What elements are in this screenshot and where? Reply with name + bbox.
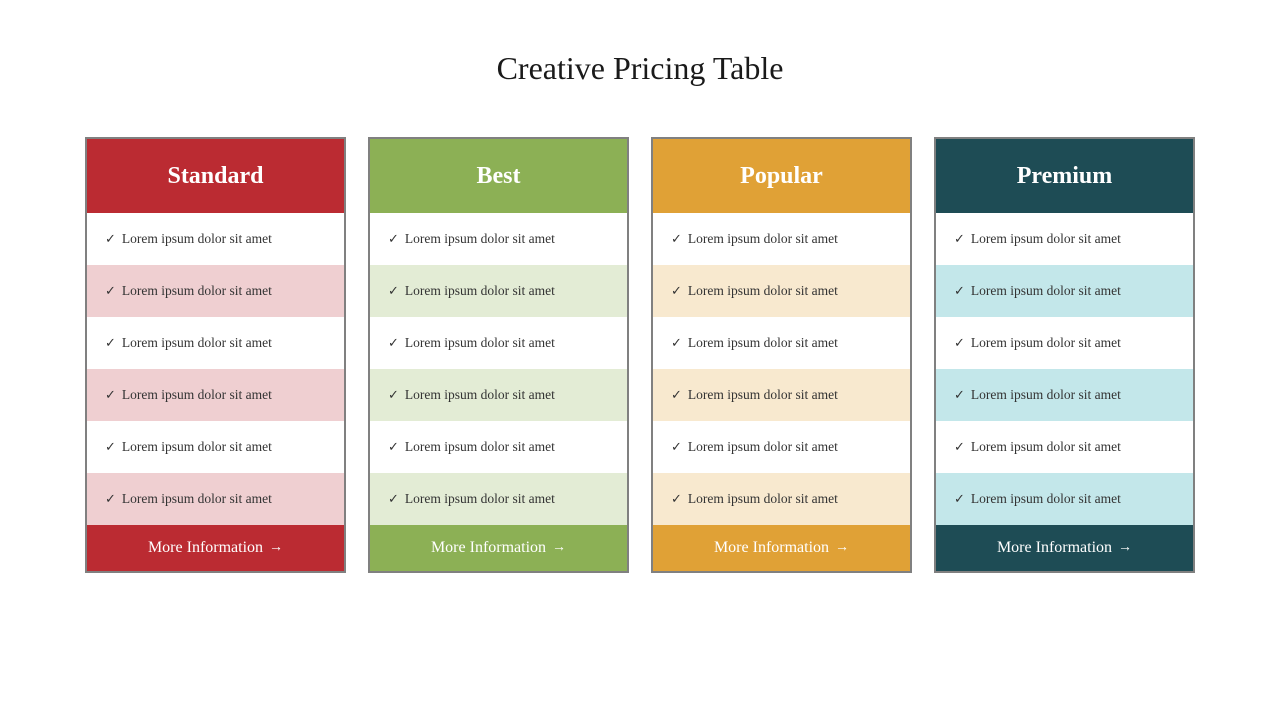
feature-text: Lorem ipsum dolor sit amet: [971, 439, 1121, 455]
feature-text: Lorem ipsum dolor sit amet: [405, 283, 555, 299]
feature-row: ✓ Lorem ipsum dolor sit amet: [87, 213, 344, 265]
check-icon: ✓: [388, 387, 399, 403]
check-icon: ✓: [954, 439, 965, 455]
check-icon: ✓: [105, 283, 116, 299]
arrow-right-icon: →: [552, 540, 566, 556]
feature-row: ✓ Lorem ipsum dolor sit amet: [370, 317, 627, 369]
check-icon: ✓: [388, 283, 399, 299]
feature-text: Lorem ipsum dolor sit amet: [688, 387, 838, 403]
arrow-right-icon: →: [1118, 540, 1132, 556]
feature-text: Lorem ipsum dolor sit amet: [405, 491, 555, 507]
feature-text: Lorem ipsum dolor sit amet: [405, 439, 555, 455]
check-icon: ✓: [671, 491, 682, 507]
check-icon: ✓: [671, 283, 682, 299]
arrow-right-icon: →: [269, 540, 283, 556]
feature-text: Lorem ipsum dolor sit amet: [688, 283, 838, 299]
footer-label: More Information: [148, 539, 263, 557]
footer-label: More Information: [431, 539, 546, 557]
feature-row: ✓ Lorem ipsum dolor sit amet: [87, 421, 344, 473]
feature-row: ✓ Lorem ipsum dolor sit amet: [653, 213, 910, 265]
feature-text: Lorem ipsum dolor sit amet: [405, 387, 555, 403]
check-icon: ✓: [388, 491, 399, 507]
feature-row: ✓ Lorem ipsum dolor sit amet: [87, 317, 344, 369]
feature-row: ✓ Lorem ipsum dolor sit amet: [936, 473, 1193, 525]
feature-row: ✓ Lorem ipsum dolor sit amet: [87, 369, 344, 421]
check-icon: ✓: [105, 335, 116, 351]
feature-text: Lorem ipsum dolor sit amet: [688, 335, 838, 351]
feature-text: Lorem ipsum dolor sit amet: [122, 491, 272, 507]
feature-row: ✓ Lorem ipsum dolor sit amet: [653, 369, 910, 421]
pricing-card-standard: Standard ✓ Lorem ipsum dolor sit amet ✓ Lo…: [85, 137, 346, 573]
check-icon: ✓: [105, 387, 116, 403]
check-icon: ✓: [105, 491, 116, 507]
feature-text: Lorem ipsum dolor sit amet: [971, 231, 1121, 247]
feature-row: ✓ Lorem ipsum dolor sit amet: [370, 473, 627, 525]
feature-text: Lorem ipsum dolor sit amet: [971, 491, 1121, 507]
footer-label: More Information: [714, 539, 829, 557]
check-icon: ✓: [954, 491, 965, 507]
card-header-popular: Popular: [653, 139, 910, 213]
more-info-button-best[interactable]: More Information →: [370, 525, 627, 571]
feature-text: Lorem ipsum dolor sit amet: [971, 283, 1121, 299]
feature-row: ✓ Lorem ipsum dolor sit amet: [653, 473, 910, 525]
feature-text: Lorem ipsum dolor sit amet: [122, 387, 272, 403]
check-icon: ✓: [671, 387, 682, 403]
check-icon: ✓: [954, 231, 965, 247]
feature-row: ✓ Lorem ipsum dolor sit amet: [370, 421, 627, 473]
feature-text: Lorem ipsum dolor sit amet: [688, 439, 838, 455]
pricing-cards-row: Standard ✓ Lorem ipsum dolor sit amet ✓ Lo…: [0, 137, 1280, 573]
feature-text: Lorem ipsum dolor sit amet: [405, 335, 555, 351]
card-header-best: Best: [370, 139, 627, 213]
feature-row: ✓ Lorem ipsum dolor sit amet: [87, 473, 344, 525]
feature-row: ✓ Lorem ipsum dolor sit amet: [936, 317, 1193, 369]
feature-text: Lorem ipsum dolor sit amet: [122, 439, 272, 455]
feature-text: Lorem ipsum dolor sit amet: [122, 283, 272, 299]
feature-row: ✓ Lorem ipsum dolor sit amet: [653, 317, 910, 369]
feature-row: ✓ Lorem ipsum dolor sit amet: [936, 369, 1193, 421]
more-info-button-popular[interactable]: More Information →: [653, 525, 910, 571]
feature-text: Lorem ipsum dolor sit amet: [971, 387, 1121, 403]
pricing-card-best: Best ✓ Lorem ipsum dolor sit amet ✓ Lorem …: [368, 137, 629, 573]
check-icon: ✓: [388, 439, 399, 455]
feature-text: Lorem ipsum dolor sit amet: [122, 335, 272, 351]
card-header-premium: Premium: [936, 139, 1193, 213]
feature-row: ✓ Lorem ipsum dolor sit amet: [653, 421, 910, 473]
feature-text: Lorem ipsum dolor sit amet: [688, 491, 838, 507]
pricing-card-premium: Premium ✓ Lorem ipsum dolor sit amet ✓ Lor…: [934, 137, 1195, 573]
feature-text: Lorem ipsum dolor sit amet: [122, 231, 272, 247]
check-icon: ✓: [954, 387, 965, 403]
more-info-button-premium[interactable]: More Information →: [936, 525, 1193, 571]
more-info-button-standard[interactable]: More Information →: [87, 525, 344, 571]
check-icon: ✓: [105, 439, 116, 455]
feature-text: Lorem ipsum dolor sit amet: [688, 231, 838, 247]
arrow-right-icon: →: [835, 540, 849, 556]
feature-text: Lorem ipsum dolor sit amet: [405, 231, 555, 247]
card-header-standard: Standard: [87, 139, 344, 213]
feature-row: ✓ Lorem ipsum dolor sit amet: [936, 213, 1193, 265]
feature-row: ✓ Lorem ipsum dolor sit amet: [653, 265, 910, 317]
page-title: Creative Pricing Table: [497, 50, 784, 87]
check-icon: ✓: [105, 231, 116, 247]
check-icon: ✓: [388, 335, 399, 351]
feature-row: ✓ Lorem ipsum dolor sit amet: [87, 265, 344, 317]
feature-row: ✓ Lorem ipsum dolor sit amet: [370, 265, 627, 317]
feature-row: ✓ Lorem ipsum dolor sit amet: [370, 369, 627, 421]
check-icon: ✓: [954, 283, 965, 299]
check-icon: ✓: [671, 439, 682, 455]
feature-row: ✓ Lorem ipsum dolor sit amet: [936, 265, 1193, 317]
feature-text: Lorem ipsum dolor sit amet: [971, 335, 1121, 351]
check-icon: ✓: [388, 231, 399, 247]
feature-row: ✓ Lorem ipsum dolor sit amet: [370, 213, 627, 265]
feature-row: ✓ Lorem ipsum dolor sit amet: [936, 421, 1193, 473]
pricing-card-popular: Popular ✓ Lorem ipsum dolor sit amet ✓ Lor…: [651, 137, 912, 573]
check-icon: ✓: [671, 335, 682, 351]
check-icon: ✓: [671, 231, 682, 247]
footer-label: More Information: [997, 539, 1112, 557]
check-icon: ✓: [954, 335, 965, 351]
